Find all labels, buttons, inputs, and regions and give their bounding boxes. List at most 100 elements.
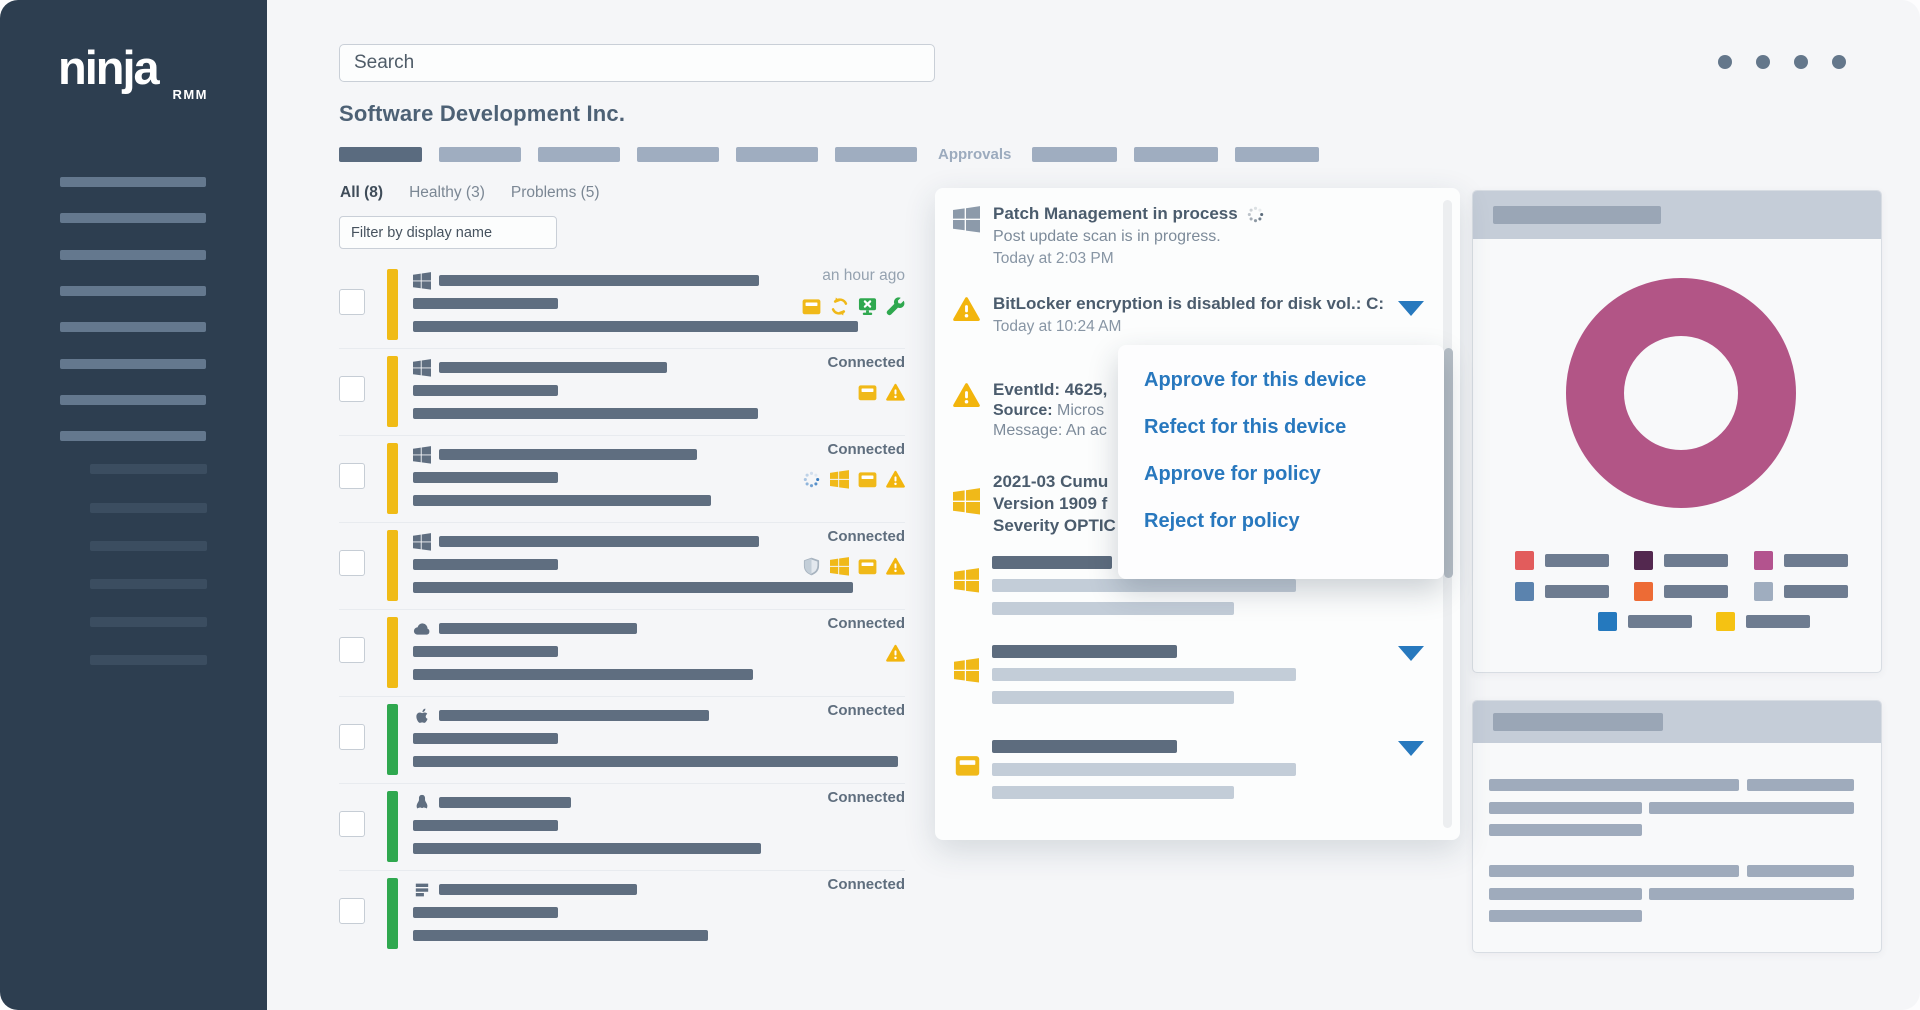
approval-title: 2021-03 Cumu: [993, 472, 1109, 491]
windows-yellow-icon[interactable]: [830, 557, 849, 576]
device-checkbox[interactable]: [339, 550, 365, 576]
approval-item-bitlocker[interactable]: BitLocker encryption is disabled for dis…: [953, 294, 1440, 336]
health-strip-warning: [387, 443, 398, 514]
sidebar-subitem[interactable]: [90, 464, 207, 474]
window-control-dot[interactable]: [1832, 55, 1846, 69]
menu-item-approve-policy[interactable]: Approve for policy: [1144, 463, 1321, 485]
health-strip-healthy: [387, 878, 398, 949]
approval-item-patch[interactable]: Patch Management in process Post update …: [953, 204, 1440, 268]
warning-icon[interactable]: [886, 557, 905, 576]
sidebar-subitem[interactable]: [90, 503, 207, 513]
expand-dropdown-icon[interactable]: [1398, 301, 1424, 316]
disk-icon[interactable]: [858, 470, 877, 489]
tab[interactable]: [1032, 147, 1118, 162]
device-checkbox[interactable]: [339, 811, 365, 837]
sidebar-subitem[interactable]: [90, 617, 207, 627]
tab-active[interactable]: [339, 147, 422, 162]
monitor-x-icon[interactable]: [858, 297, 877, 316]
device-row[interactable]: Connected: [339, 871, 905, 958]
tab[interactable]: [1134, 147, 1219, 162]
sidebar-item[interactable]: [60, 177, 206, 187]
tab[interactable]: [835, 147, 917, 162]
source-value: Micros: [1052, 402, 1105, 419]
tab-bar: Approvals: [339, 146, 1320, 163]
wrench-icon[interactable]: [886, 297, 905, 316]
tab[interactable]: [538, 147, 620, 162]
device-info-placeholder: [413, 408, 758, 419]
health-strip-warning: [387, 530, 398, 601]
sidebar-item[interactable]: [60, 431, 206, 441]
expand-dropdown-icon[interactable]: [1398, 646, 1424, 661]
legend-item: [1716, 612, 1810, 631]
shield-icon[interactable]: [802, 557, 821, 576]
device-row[interactable]: Connected: [339, 436, 905, 523]
approval-item-eventid[interactable]: EventId: 4625, Source: Micros Message: A…: [953, 380, 1440, 440]
disk-icon[interactable]: [802, 297, 821, 316]
device-row[interactable]: Connected: [339, 697, 905, 784]
device-checkbox[interactable]: [339, 724, 365, 750]
device-name-placeholder: [439, 710, 709, 721]
device-info-placeholder: [413, 669, 753, 680]
expand-dropdown-icon[interactable]: [1398, 741, 1424, 756]
device-info-placeholder: [413, 472, 558, 483]
device-row[interactable]: an hour ago: [339, 262, 905, 349]
approval-title-placeholder: [992, 740, 1177, 753]
disk-icon[interactable]: [858, 557, 877, 576]
filter-healthy[interactable]: Healthy (3): [409, 184, 485, 201]
sidebar-subitem[interactable]: [90, 655, 207, 665]
device-info-placeholder: [413, 495, 711, 506]
device-checkbox[interactable]: [339, 463, 365, 489]
approval-title-placeholder: [992, 556, 1112, 569]
device-checkbox[interactable]: [339, 376, 365, 402]
window-control-dot[interactable]: [1756, 55, 1770, 69]
device-row[interactable]: Connected: [339, 784, 905, 871]
warning-icon[interactable]: [886, 470, 905, 489]
sidebar-item[interactable]: [60, 250, 206, 260]
windows-yellow-icon[interactable]: [830, 470, 849, 489]
filter-all[interactable]: All (8): [340, 184, 384, 201]
sidebar-item[interactable]: [60, 322, 206, 332]
warning-icon[interactable]: [886, 644, 905, 663]
device-row[interactable]: Connected: [339, 523, 905, 610]
window-control-dot[interactable]: [1718, 55, 1732, 69]
linux-icon: [413, 794, 431, 812]
tab-approvals[interactable]: Approvals: [938, 146, 1012, 163]
approval-line-placeholder: [992, 668, 1296, 681]
warning-icon[interactable]: [886, 383, 905, 402]
donut-slice: [1566, 278, 1796, 508]
window-control-dot[interactable]: [1794, 55, 1808, 69]
popup-scrollbar-thumb[interactable]: [1444, 348, 1453, 578]
sidebar-subitem[interactable]: [90, 541, 207, 551]
device-checkbox[interactable]: [339, 289, 365, 315]
tab[interactable]: [439, 147, 521, 162]
menu-item-reject-policy[interactable]: Reject for policy: [1144, 510, 1300, 532]
tab[interactable]: [736, 147, 818, 162]
filter-by-name-input[interactable]: [339, 216, 557, 249]
sidebar-subitem[interactable]: [90, 579, 207, 589]
donut-chart[interactable]: [1565, 277, 1797, 509]
device-name-placeholder: [439, 362, 667, 373]
sidebar-item[interactable]: [60, 213, 206, 223]
device-checkbox[interactable]: [339, 898, 365, 924]
filter-problems[interactable]: Problems (5): [510, 184, 600, 201]
tab[interactable]: [637, 147, 719, 162]
sidebar-item[interactable]: [60, 286, 206, 296]
sidebar-item[interactable]: [60, 395, 206, 405]
device-status-icons: [802, 297, 905, 316]
windows-icon: [413, 533, 431, 551]
menu-item-reject-device[interactable]: Refect for this device: [1144, 416, 1347, 438]
device-row[interactable]: Connected: [339, 610, 905, 697]
refresh-icon[interactable]: [830, 297, 849, 316]
search-input[interactable]: [339, 44, 935, 82]
windows-icon: [413, 272, 431, 290]
approval-line-placeholder: [992, 602, 1234, 615]
approval-line-placeholder: [992, 691, 1234, 704]
approval-item-update[interactable]: 2021-03 Cumu Version 1909 f Severity OPT…: [953, 472, 1440, 536]
sidebar-item[interactable]: [60, 359, 206, 369]
menu-item-approve-device[interactable]: Approve for this device: [1144, 369, 1367, 391]
tab[interactable]: [1235, 147, 1320, 162]
device-name-placeholder: [439, 623, 637, 634]
disk-icon[interactable]: [858, 383, 877, 402]
device-row[interactable]: Connected: [339, 349, 905, 436]
device-checkbox[interactable]: [339, 637, 365, 663]
